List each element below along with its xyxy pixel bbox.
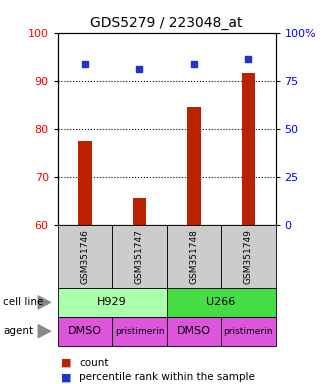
Point: [137, 66, 142, 72]
Text: U266: U266: [207, 297, 236, 308]
Text: ■: ■: [61, 372, 72, 382]
Point: [82, 61, 88, 67]
Bar: [133, 198, 146, 225]
Bar: [242, 73, 255, 225]
Text: cell line: cell line: [3, 297, 44, 308]
Text: pristimerin: pristimerin: [115, 327, 164, 336]
Text: pristimerin: pristimerin: [224, 327, 273, 336]
Bar: [187, 107, 201, 225]
Text: GSM351747: GSM351747: [135, 229, 144, 284]
Text: percentile rank within the sample: percentile rank within the sample: [79, 372, 255, 382]
Text: H929: H929: [97, 297, 127, 308]
Text: GSM351748: GSM351748: [189, 229, 198, 284]
Text: agent: agent: [3, 326, 33, 336]
Text: DMSO: DMSO: [68, 326, 102, 336]
Point: [246, 56, 251, 62]
Bar: [78, 141, 92, 225]
Text: ■: ■: [61, 358, 72, 368]
Title: GDS5279 / 223048_at: GDS5279 / 223048_at: [90, 16, 243, 30]
Text: count: count: [79, 358, 109, 368]
Point: [191, 61, 197, 67]
Text: DMSO: DMSO: [177, 326, 211, 336]
Text: GSM351749: GSM351749: [244, 229, 253, 284]
Text: GSM351746: GSM351746: [81, 229, 89, 284]
